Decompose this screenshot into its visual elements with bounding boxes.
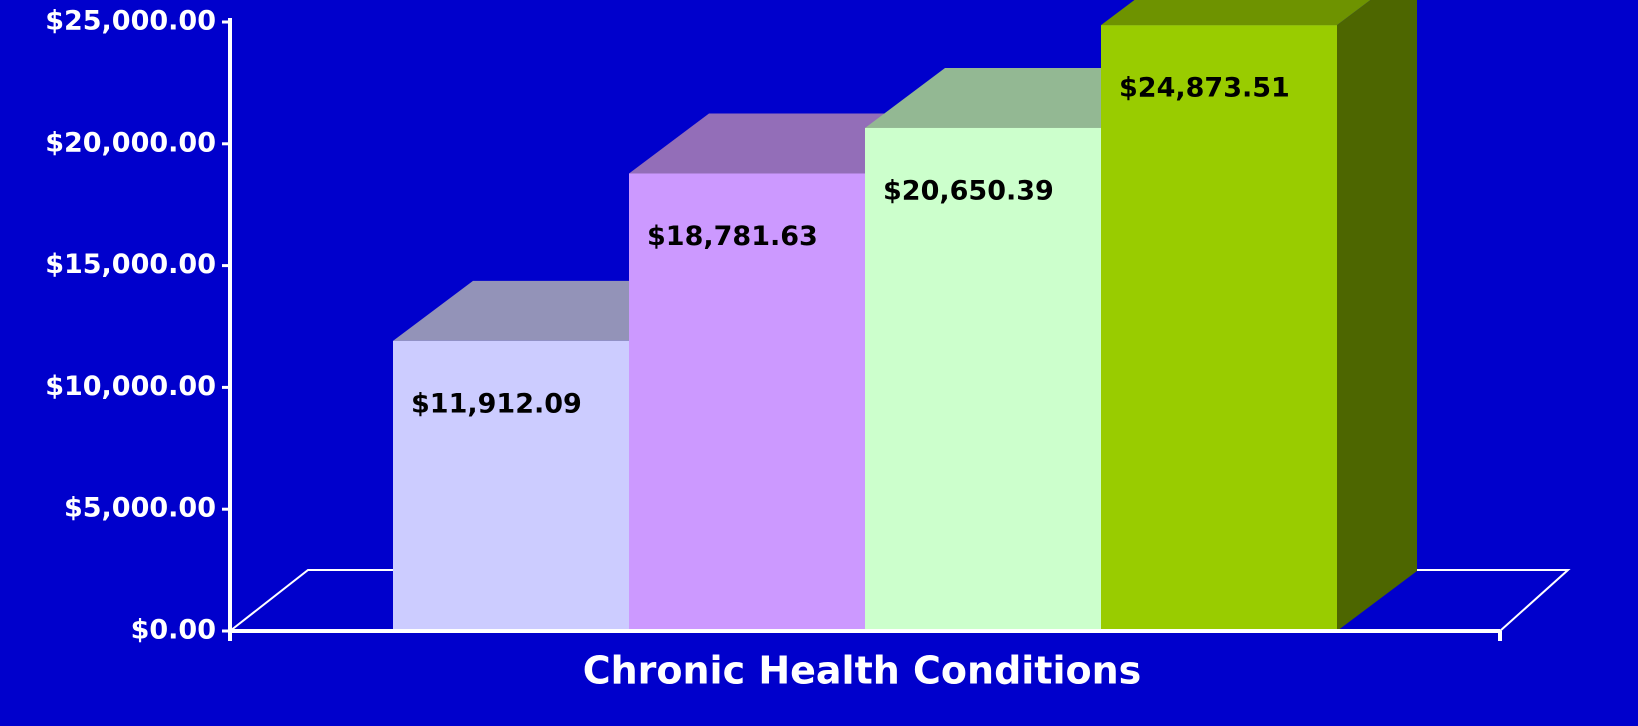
- y-tick-label: $0.00: [131, 615, 216, 646]
- bar: [1101, 25, 1337, 631]
- value-label: $11,912.09: [411, 388, 582, 419]
- x-axis-title: Chronic Health Conditions: [583, 649, 1142, 693]
- bar: [629, 173, 865, 631]
- y-tick-label: $15,000.00: [45, 249, 216, 280]
- bar-top: [1101, 0, 1371, 26]
- bar: [393, 340, 629, 631]
- value-label: $24,873.51: [1119, 73, 1290, 104]
- value-label: $20,650.39: [883, 175, 1054, 206]
- y-tick-label: $5,000.00: [64, 493, 216, 524]
- bar-side: [1337, 0, 1417, 631]
- y-tick-label: $20,000.00: [45, 127, 216, 158]
- value-label: $18,781.63: [647, 221, 818, 252]
- bar: [865, 127, 1101, 632]
- y-tick-label: $25,000.00: [45, 6, 216, 37]
- y-tick-label: $10,000.00: [45, 371, 216, 402]
